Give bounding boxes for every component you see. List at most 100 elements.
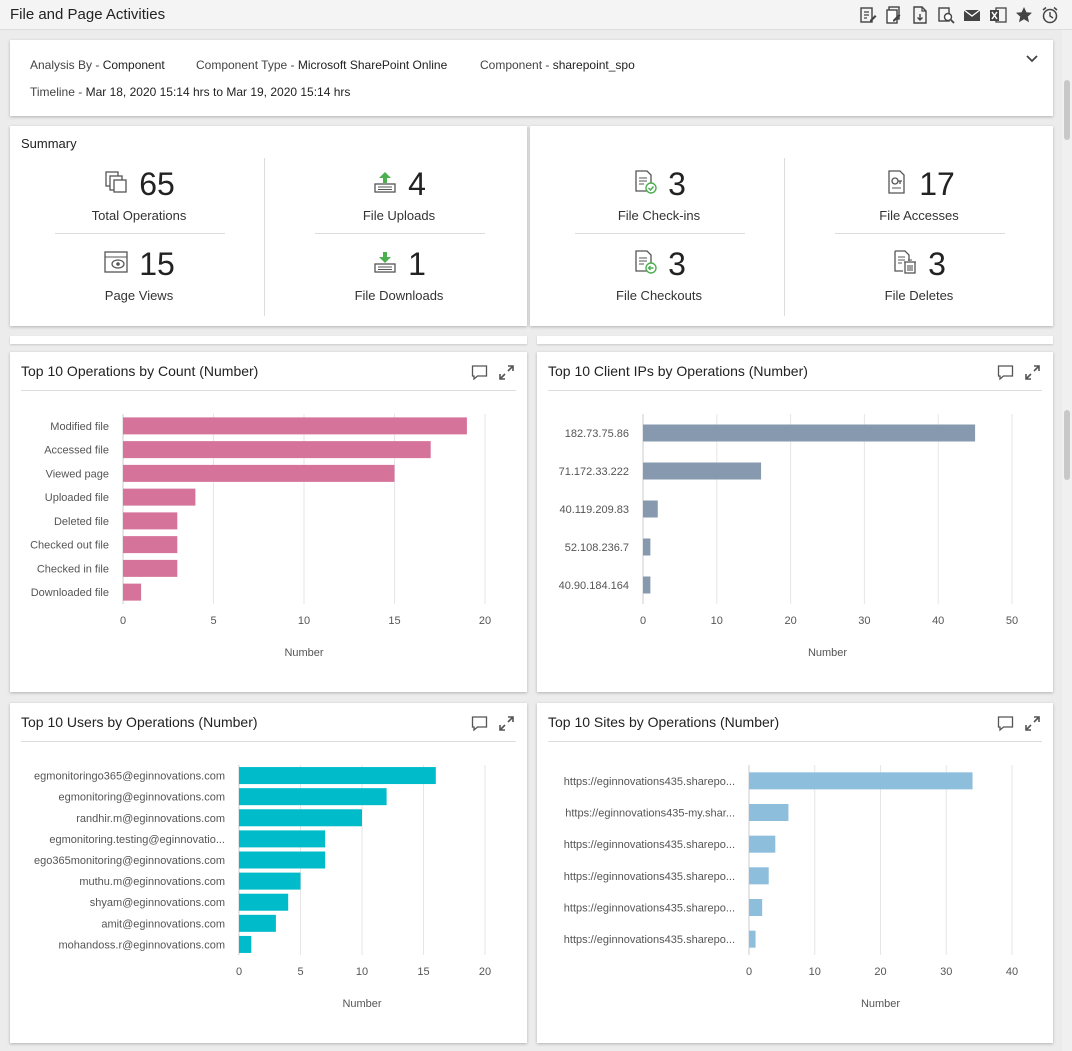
filter-panel: Analysis By - Component Component Type -… (10, 40, 1053, 116)
category-label: 71.172.33.222 (559, 466, 629, 478)
x-tick-label: 5 (297, 966, 303, 978)
file-accesses-metric[interactable]: 17 File Accesses (819, 166, 1019, 223)
expand-icon[interactable] (498, 715, 515, 732)
scroll-thumb[interactable] (1064, 80, 1070, 140)
panel-title: Top 10 Sites by Operations (Number) (548, 714, 780, 730)
print-preview-icon[interactable] (936, 5, 956, 25)
bar (123, 583, 142, 601)
file-uploads-value: 4 (408, 166, 426, 202)
file-checkouts-metric[interactable]: 3 File Checkouts (559, 246, 759, 303)
file-uploads-metric[interactable]: 4 File Uploads (299, 166, 499, 223)
comment-icon[interactable] (471, 715, 488, 732)
x-tick-label: 10 (809, 966, 821, 978)
bar (123, 512, 178, 530)
toolbar (858, 5, 1060, 25)
x-tick-label: 50 (1006, 615, 1018, 627)
file-deletes-label: File Deletes (884, 288, 954, 303)
category-label: Deleted file (54, 516, 109, 528)
bar (123, 417, 467, 435)
x-tick-label: 10 (711, 615, 723, 627)
bar (749, 804, 789, 821)
bar (123, 441, 431, 459)
panel-strip (537, 336, 1053, 344)
favorite-star-icon[interactable] (1014, 5, 1034, 25)
bar (239, 914, 276, 932)
total-operations-label: Total Operations (91, 208, 187, 223)
file-checkouts-label: File Checkouts (616, 288, 702, 303)
copy-report-icon[interactable] (884, 5, 904, 25)
email-icon[interactable] (962, 5, 982, 25)
eye-page-icon (103, 249, 129, 280)
x-axis-label: Number (284, 647, 323, 659)
bar (239, 767, 436, 785)
component-type-filter: Component Type - Microsoft SharePoint On… (196, 58, 447, 72)
x-tick-label: 0 (640, 615, 646, 627)
file-downloads-value: 1 (408, 246, 426, 282)
page-views-metric[interactable]: 15 Page Views (39, 246, 239, 303)
panel-title: Top 10 Operations by Count (Number) (21, 363, 259, 379)
divider (21, 741, 516, 742)
comment-icon[interactable] (997, 364, 1014, 381)
pdf-export-icon[interactable] (910, 5, 930, 25)
schedule-alarm-icon[interactable] (1040, 5, 1060, 25)
file-deletes-metric[interactable]: 3 File Deletes (819, 246, 1019, 303)
scroll-thumb[interactable] (1064, 410, 1070, 480)
users-bar-chart: 0 5 10 15 20 egmonitoringo365@eginnovations.c… (34, 765, 491, 1010)
x-tick-label: 20 (874, 966, 886, 978)
comment-icon[interactable] (471, 364, 488, 381)
category-label: egmonitoring.testing@eginnovatio... (49, 834, 225, 846)
divider (575, 233, 745, 234)
x-tick-label: 20 (479, 615, 491, 627)
expand-icon[interactable] (1024, 715, 1041, 732)
edit-report-icon[interactable] (858, 5, 878, 25)
x-tick-label: 15 (388, 615, 400, 627)
file-accesses-label: File Accesses (879, 208, 959, 223)
analysis-by-filter: Analysis By - Component (30, 58, 165, 72)
total-operations-metric[interactable]: 65 Total Operations (39, 166, 239, 223)
excel-export-icon[interactable] (988, 5, 1008, 25)
category-label: Viewed page (46, 468, 109, 480)
divider (548, 741, 1042, 742)
x-tick-label: 0 (120, 615, 126, 627)
divider (548, 390, 1042, 391)
category-label: 40.119.209.83 (559, 504, 629, 516)
divider (264, 158, 265, 316)
download-tray-icon (372, 249, 398, 280)
category-label: 182.73.75.86 (565, 428, 629, 440)
component-value: sharepoint_spo (552, 58, 635, 72)
x-tick-label: 0 (236, 966, 242, 978)
sites-bar-chart: 0 10 20 30 40 https://eginnovations435.sharep… (564, 765, 1018, 1010)
expand-icon[interactable] (1024, 364, 1041, 381)
client-ips-bar-chart: 0 10 20 30 40 50 182.73.75.86 71.172.33.222 40.1… (559, 414, 1018, 659)
bar (239, 830, 326, 848)
category-label: egmonitoringo365@eginnovations.com (34, 771, 225, 783)
summary-title: Summary (21, 136, 77, 151)
divider (784, 158, 785, 316)
expand-icon[interactable] (498, 364, 515, 381)
x-tick-label: 30 (858, 615, 870, 627)
bar (239, 872, 301, 890)
category-label: Checked out file (30, 540, 109, 552)
x-axis-label: Number (808, 647, 847, 659)
bar (643, 576, 651, 594)
x-tick-label: 30 (940, 966, 952, 978)
component-type-value: Microsoft SharePoint Online (297, 58, 448, 72)
category-label: Modified file (50, 421, 109, 433)
category-label: mohandoss.r@eginnovations.com (59, 939, 225, 951)
file-checkins-metric[interactable]: 3 File Check-ins (559, 166, 759, 223)
x-axis-label: Number (342, 998, 381, 1010)
category-label: https://eginnovations435.sharepo... (564, 903, 735, 915)
comment-icon[interactable] (997, 715, 1014, 732)
top-sites-panel: Top 10 Sites by Operations (Number) 0 10 2… (537, 703, 1053, 1043)
category-label: https://eginnovations435.sharepo... (564, 776, 735, 788)
bar (749, 772, 973, 790)
timeline-label: Timeline - (30, 85, 86, 99)
divider (55, 233, 225, 234)
x-tick-label: 10 (298, 615, 310, 627)
operations-bar-chart: 0 5 10 15 20 Modified file Accessed file Viewed… (30, 414, 491, 659)
bar (749, 835, 776, 853)
page-scrollbar[interactable] (1062, 30, 1072, 1051)
file-downloads-metric[interactable]: 1 File Downloads (299, 246, 499, 303)
component-filter: Component - sharepoint_spo (480, 58, 635, 72)
chevron-down-icon[interactable] (1025, 52, 1039, 66)
